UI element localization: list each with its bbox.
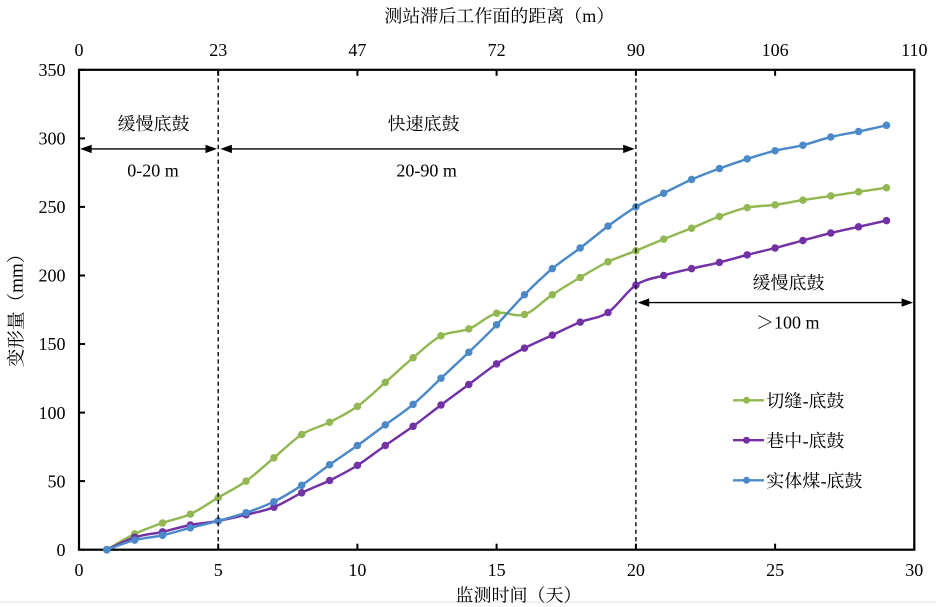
svg-text:72: 72 [488,40,506,60]
svg-text:-: - [821,471,827,491]
svg-text:20: 20 [627,560,645,580]
svg-text:20-90 m: 20-90 m [396,160,457,180]
svg-text:0: 0 [57,540,66,560]
svg-text:5: 5 [214,560,223,580]
svg-text:30: 30 [905,560,923,580]
svg-text:100 m: 100 m [774,313,820,333]
svg-text:10: 10 [348,560,366,580]
svg-text:25: 25 [766,560,784,580]
svg-text:0-20 m: 0-20 m [127,160,179,180]
svg-text:100: 100 [39,403,66,423]
svg-text:-: - [803,431,809,451]
svg-text:15: 15 [488,560,506,580]
svg-text:50: 50 [48,471,66,491]
svg-text:m: m [582,6,596,26]
svg-text:-: - [803,391,809,411]
svg-text:0: 0 [75,40,84,60]
svg-text:mm: mm [7,263,28,293]
svg-text:350: 350 [39,60,66,80]
svg-text:110: 110 [901,40,927,60]
svg-text:106: 106 [762,40,789,60]
svg-text:200: 200 [39,266,66,286]
svg-text:0: 0 [75,560,84,580]
svg-text:150: 150 [39,334,66,354]
svg-text:47: 47 [348,40,366,60]
svg-text:300: 300 [39,129,66,149]
svg-text:90: 90 [627,40,645,60]
svg-text:23: 23 [209,40,227,60]
svg-text:250: 250 [39,197,66,217]
